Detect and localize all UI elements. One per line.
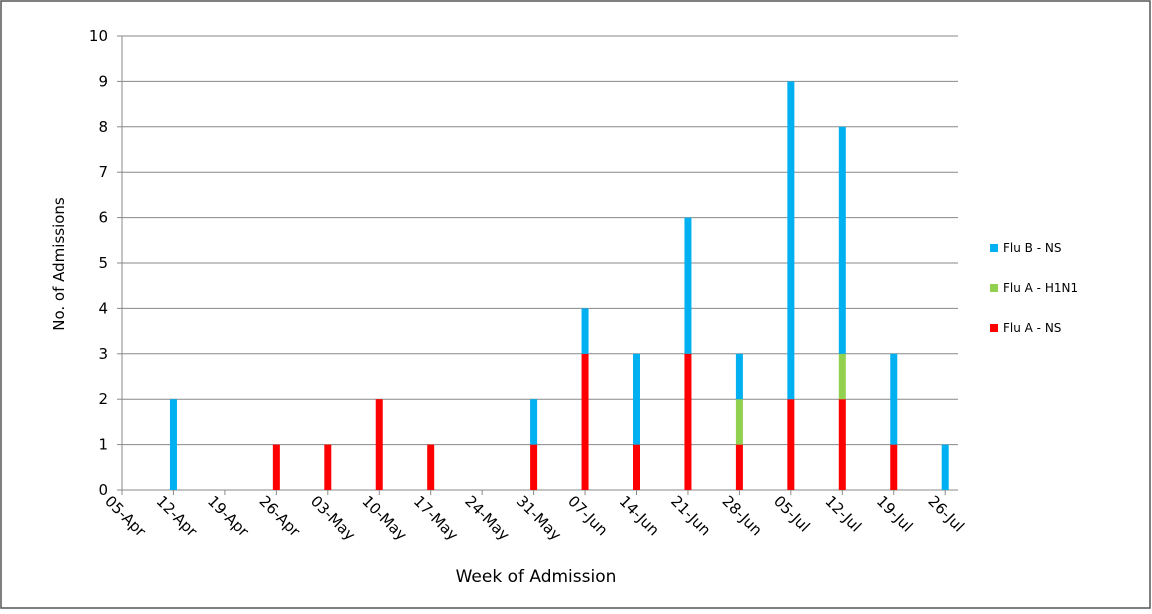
bar-segment (581, 353, 589, 490)
legend-swatch (990, 244, 998, 252)
bar-segment (735, 444, 743, 490)
bar-segment (890, 444, 898, 490)
y-tick-label: 9 (98, 72, 108, 90)
bar-segment (890, 353, 898, 445)
bar-segment (838, 353, 846, 400)
bar-segment (787, 81, 795, 400)
y-tick-label: 3 (98, 345, 108, 363)
bar-segment (530, 444, 538, 490)
bar-segment (272, 444, 280, 490)
y-tick-label: 4 (98, 299, 108, 317)
y-tick-label: 8 (98, 118, 108, 136)
bar-segment (324, 444, 332, 490)
legend-label: Flu A - NS (1003, 321, 1061, 335)
bar-segment (735, 399, 743, 445)
bar-segment (684, 353, 692, 490)
bar-segment (941, 444, 949, 490)
y-tick-label: 2 (98, 390, 108, 408)
y-tick-label: 6 (98, 209, 108, 227)
bar-segment (633, 353, 640, 445)
y-tick-label: 10 (89, 27, 108, 45)
bar-segment (530, 399, 538, 445)
y-tick-label: 5 (98, 254, 108, 272)
bar-segment (735, 353, 743, 400)
bar-segment (838, 399, 846, 490)
y-tick-label: 1 (98, 436, 108, 454)
bar-segment (684, 217, 692, 354)
bar-segment (787, 399, 795, 490)
legend-label: Flu A - H1N1 (1003, 281, 1078, 295)
legend-swatch (990, 324, 998, 332)
bar-segment (169, 399, 177, 490)
legend-swatch (990, 284, 998, 292)
bar-segment (838, 126, 846, 354)
y-axis-title: No. of Admissions (50, 197, 68, 331)
y-tick-label: 0 (98, 481, 108, 499)
x-axis-title: Week of Admission (456, 567, 617, 587)
bar-segment (581, 308, 589, 354)
bar-segment (633, 444, 640, 490)
y-tick-label: 7 (98, 163, 108, 181)
bar-segment (427, 444, 435, 490)
bar-segment (375, 399, 383, 490)
legend-label: Flu B - NS (1003, 241, 1061, 255)
